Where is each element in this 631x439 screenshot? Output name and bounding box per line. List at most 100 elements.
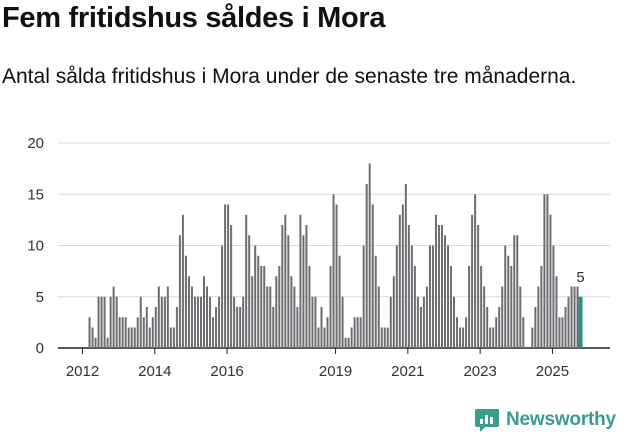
bar bbox=[127, 327, 130, 348]
bar bbox=[142, 317, 145, 348]
x-tick-label: 2021 bbox=[391, 363, 424, 380]
bar bbox=[296, 307, 299, 348]
x-tick-label: 2019 bbox=[319, 363, 352, 380]
bar bbox=[495, 317, 498, 348]
bar bbox=[480, 266, 483, 348]
bar bbox=[434, 214, 437, 348]
bar bbox=[172, 327, 175, 348]
last-value-label: 5 bbox=[576, 269, 584, 286]
bar bbox=[94, 337, 97, 348]
bar bbox=[103, 296, 106, 348]
bar bbox=[332, 194, 335, 348]
bar bbox=[353, 317, 356, 348]
bar bbox=[341, 296, 344, 348]
bar bbox=[362, 245, 365, 348]
bar bbox=[278, 266, 281, 348]
bar bbox=[498, 307, 501, 348]
bar bbox=[489, 327, 492, 348]
bar bbox=[395, 245, 398, 348]
bar bbox=[534, 307, 537, 348]
bar bbox=[456, 317, 459, 348]
bar bbox=[166, 286, 169, 348]
bar bbox=[287, 235, 290, 348]
bar bbox=[504, 245, 507, 348]
bar bbox=[356, 317, 359, 348]
bar bbox=[450, 266, 453, 348]
bar bbox=[462, 327, 465, 348]
bar bbox=[537, 286, 540, 348]
bar bbox=[233, 296, 236, 348]
bar bbox=[416, 296, 419, 348]
bar bbox=[263, 266, 266, 348]
chart-title: Fem fritidshus såldes i Mora bbox=[2, 2, 386, 34]
brand-name: Newsworthy bbox=[506, 409, 616, 430]
bar bbox=[215, 307, 218, 348]
bar bbox=[97, 296, 100, 348]
bar bbox=[218, 296, 221, 348]
y-tick-label: 0 bbox=[36, 340, 44, 357]
bar bbox=[145, 307, 148, 348]
bar bbox=[459, 327, 462, 348]
x-tick-label: 2025 bbox=[536, 363, 569, 380]
bar bbox=[157, 286, 160, 348]
bar bbox=[115, 296, 118, 348]
bar bbox=[404, 184, 407, 348]
x-tick-label: 2012 bbox=[66, 363, 99, 380]
bar bbox=[549, 214, 552, 348]
bar bbox=[440, 225, 443, 348]
bar bbox=[389, 296, 392, 348]
bar bbox=[224, 204, 227, 348]
bar bbox=[359, 317, 362, 348]
bar bbox=[510, 266, 513, 348]
bar bbox=[106, 337, 109, 348]
bar bbox=[477, 225, 480, 348]
bar bbox=[507, 255, 510, 348]
x-tick-label: 2016 bbox=[210, 363, 243, 380]
bar bbox=[453, 296, 456, 348]
bar bbox=[386, 327, 389, 348]
bar bbox=[136, 317, 139, 348]
bar bbox=[272, 307, 275, 348]
bar bbox=[314, 296, 317, 348]
bar bbox=[329, 266, 332, 348]
newsworthy-logo: Newsworthy bbox=[474, 407, 616, 433]
bar bbox=[121, 317, 124, 348]
bar bbox=[401, 204, 404, 348]
bar bbox=[392, 276, 395, 348]
chart-subtitle: Antal sålda fritidshus i Mora under de s… bbox=[2, 65, 577, 88]
bar bbox=[377, 286, 380, 348]
bar bbox=[212, 317, 215, 348]
x-axis: 2012 2014 2016 2019 2021 2023 2025 bbox=[66, 348, 569, 380]
bar bbox=[236, 307, 239, 348]
bar bbox=[552, 245, 555, 348]
bar bbox=[546, 194, 549, 348]
bar bbox=[471, 214, 474, 348]
bar bbox=[130, 327, 133, 348]
bar bbox=[447, 245, 450, 348]
bar bbox=[326, 317, 329, 348]
bar bbox=[242, 296, 245, 348]
bar bbox=[109, 296, 112, 348]
bar bbox=[293, 286, 296, 348]
bar bbox=[374, 255, 377, 348]
bar bbox=[323, 327, 326, 348]
bar bbox=[154, 307, 157, 348]
bar bbox=[169, 327, 172, 348]
bar bbox=[175, 307, 178, 348]
bar bbox=[320, 307, 323, 348]
bar bbox=[139, 296, 142, 348]
bar bbox=[148, 327, 151, 348]
bar bbox=[230, 225, 233, 348]
bar bbox=[516, 235, 519, 348]
bar bbox=[344, 337, 347, 348]
bar bbox=[380, 327, 383, 348]
y-tick-label: 10 bbox=[27, 238, 44, 255]
bar bbox=[410, 245, 413, 348]
bar bbox=[91, 327, 94, 348]
bar bbox=[531, 327, 534, 348]
bar bbox=[266, 286, 269, 348]
y-tick-label: 5 bbox=[36, 289, 44, 306]
bar bbox=[558, 317, 561, 348]
bar bbox=[284, 214, 287, 348]
